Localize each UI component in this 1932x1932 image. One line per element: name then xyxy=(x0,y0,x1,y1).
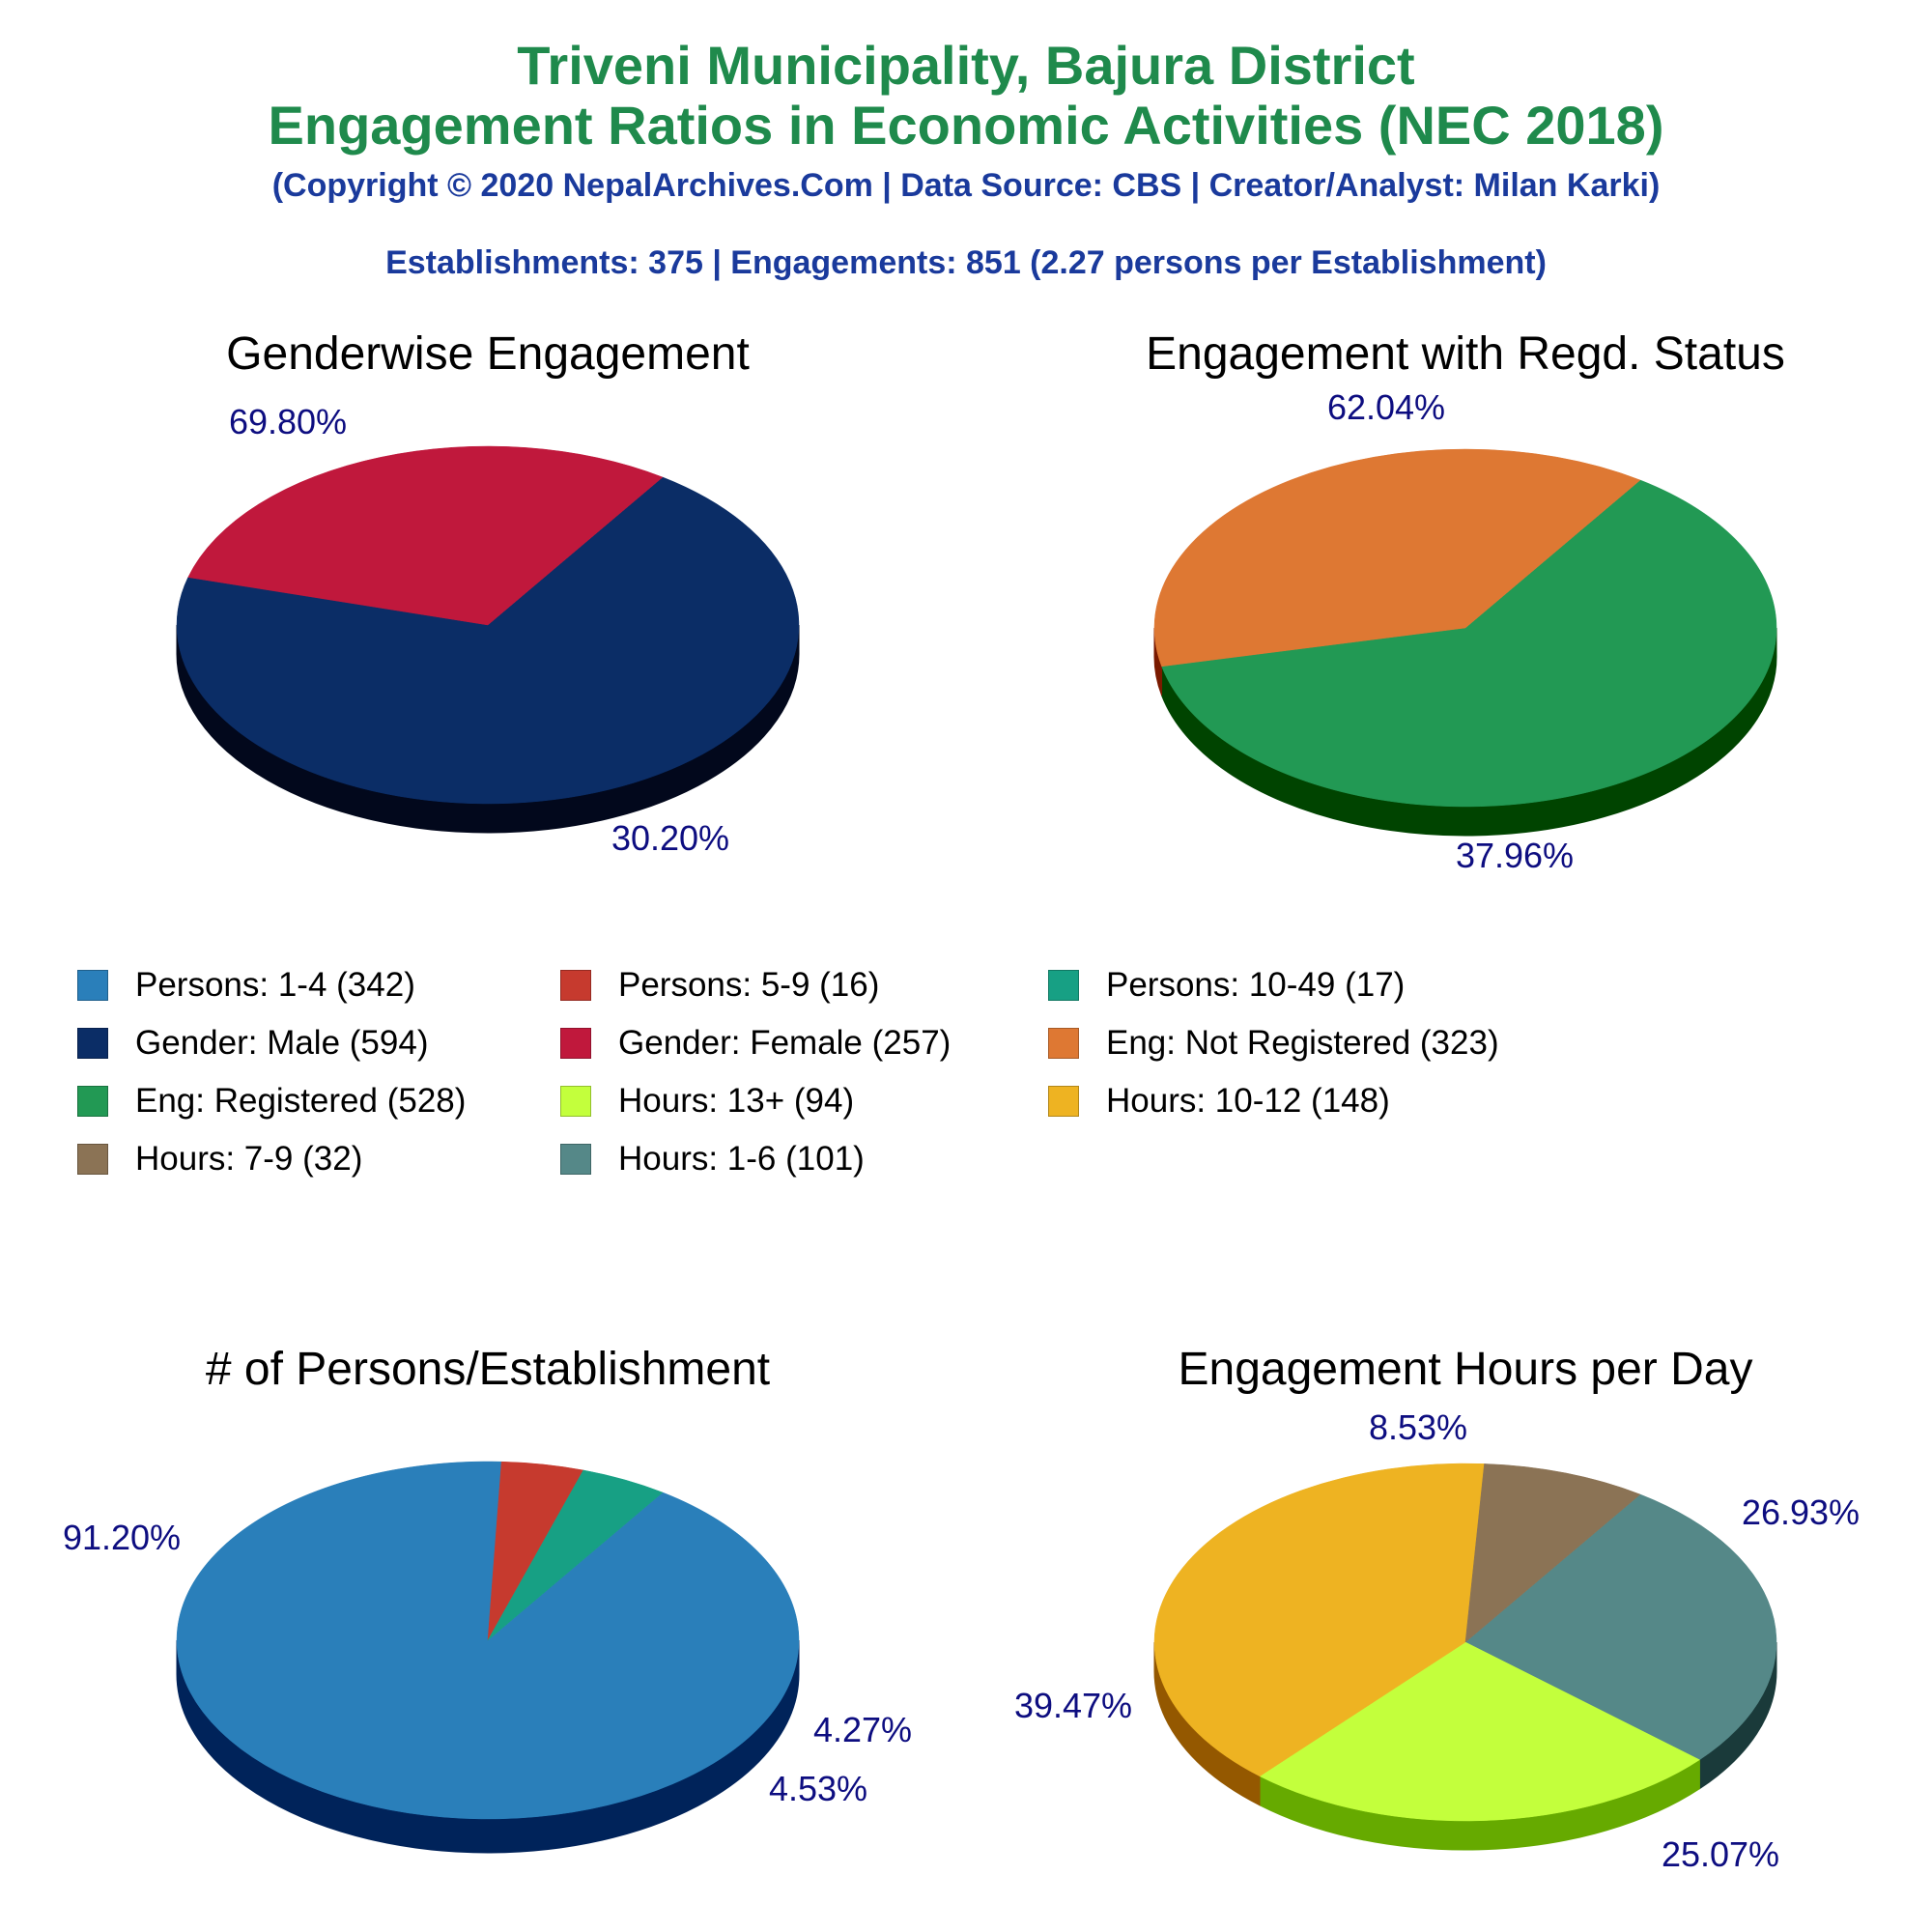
legend-item: Gender: Male (594) xyxy=(77,1022,428,1065)
pie-slice xyxy=(176,476,800,805)
pie-percent-label: 25.07% xyxy=(1662,1834,1779,1874)
legend-item: Eng: Registered (528) xyxy=(77,1080,466,1122)
pie-slice xyxy=(187,445,664,626)
legend-swatch xyxy=(77,1144,108,1175)
legend-item: Hours: 13+ (94) xyxy=(560,1080,854,1122)
pie-slice xyxy=(1161,479,1777,808)
legend-item: Gender: Female (257) xyxy=(560,1022,951,1065)
chart-title-line2: Engagement Ratios in Economic Activities… xyxy=(268,95,1664,156)
legend-label: Persons: 5-9 (16) xyxy=(618,966,880,1004)
pie-slice xyxy=(487,1469,664,1641)
legend-item: Persons: 1-4 (342) xyxy=(77,964,415,1007)
pie-percent-label: 26.93% xyxy=(1742,1492,1860,1532)
legend-label: Hours: 10-12 (148) xyxy=(1106,1082,1390,1120)
pie-percent-label: 4.53% xyxy=(769,1769,867,1808)
pie-percent-label: 4.27% xyxy=(813,1710,912,1749)
legend-label: Eng: Registered (528) xyxy=(135,1082,467,1120)
legend-label: Hours: 1-6 (101) xyxy=(618,1140,865,1178)
chart-title-line1: Triveni Municipality, Bajura District xyxy=(517,35,1415,96)
legend-swatch xyxy=(1048,970,1079,1001)
pie-slice xyxy=(1153,1463,1485,1777)
legend-swatch xyxy=(560,1086,591,1117)
legend-label: Eng: Not Registered (323) xyxy=(1106,1024,1499,1062)
legend-swatch xyxy=(560,1028,591,1059)
pie-slice xyxy=(1259,1641,1700,1822)
legend-swatch xyxy=(77,1028,108,1059)
pie-percent-label: 37.96% xyxy=(1456,836,1574,875)
pie-percent-label: 39.47% xyxy=(1014,1686,1132,1725)
pie-percent-label: 62.04% xyxy=(1327,387,1445,427)
pie-slice xyxy=(1464,1463,1641,1643)
legend-swatch xyxy=(77,1086,108,1117)
pie-title: Engagement with Regd. Status xyxy=(1146,328,1785,380)
pie-slice xyxy=(1153,448,1641,668)
pie-title: # of Persons/Establishment xyxy=(206,1344,770,1395)
legend-swatch xyxy=(1048,1086,1079,1117)
legend-item: Hours: 1-6 (101) xyxy=(560,1138,865,1180)
copyright-subtitle: (Copyright © 2020 NepalArchives.Com | Da… xyxy=(271,167,1661,204)
legend-label: Persons: 1-4 (342) xyxy=(135,966,415,1004)
legend-swatch xyxy=(1048,1028,1079,1059)
pie-percent-label: 8.53% xyxy=(1369,1407,1467,1447)
pie-percent-label: 69.80% xyxy=(229,402,347,441)
pie-title: Genderwise Engagement xyxy=(226,328,750,380)
legend-label: Gender: Female (257) xyxy=(618,1024,952,1062)
pie-chart: Genderwise Engagement 69.80% 30.20% xyxy=(176,328,800,858)
legend-swatch xyxy=(77,970,108,1001)
pie-chart: Engagement Hours per Day 26.93% 25.07% 39.4… xyxy=(1014,1344,1860,1874)
legend-label: Persons: 10-49 (17) xyxy=(1106,966,1406,1004)
legend-label: Hours: 13+ (94) xyxy=(618,1082,855,1120)
legend-item: Persons: 5-9 (16) xyxy=(560,964,879,1007)
legend-label: Hours: 7-9 (32) xyxy=(135,1140,363,1178)
legend-label: Gender: Male (594) xyxy=(135,1024,429,1062)
legend-item: Hours: 7-9 (32) xyxy=(77,1138,362,1180)
legend-swatch xyxy=(560,970,591,1001)
pie-percent-label: 91.20% xyxy=(63,1518,181,1557)
legend-swatch xyxy=(560,1144,591,1175)
pie-title: Engagement Hours per Day xyxy=(1179,1344,1753,1395)
legend-item: Eng: Not Registered (323) xyxy=(1048,1022,1499,1065)
pie-slice xyxy=(1464,1493,1777,1761)
pie-chart: # of Persons/Establishment 91.20% 4.27% 4.5… xyxy=(63,1344,912,1854)
legend-item: Hours: 10-12 (148) xyxy=(1048,1080,1390,1122)
legend-item: Persons: 10-49 (17) xyxy=(1048,964,1405,1007)
establishment-summary: Establishments: 375 | Engagements: 851 (… xyxy=(385,244,1547,281)
pie-percent-label: 30.20% xyxy=(611,818,729,858)
pie-chart: Engagement with Regd. Status 62.04% 37.96% xyxy=(1146,328,1785,875)
